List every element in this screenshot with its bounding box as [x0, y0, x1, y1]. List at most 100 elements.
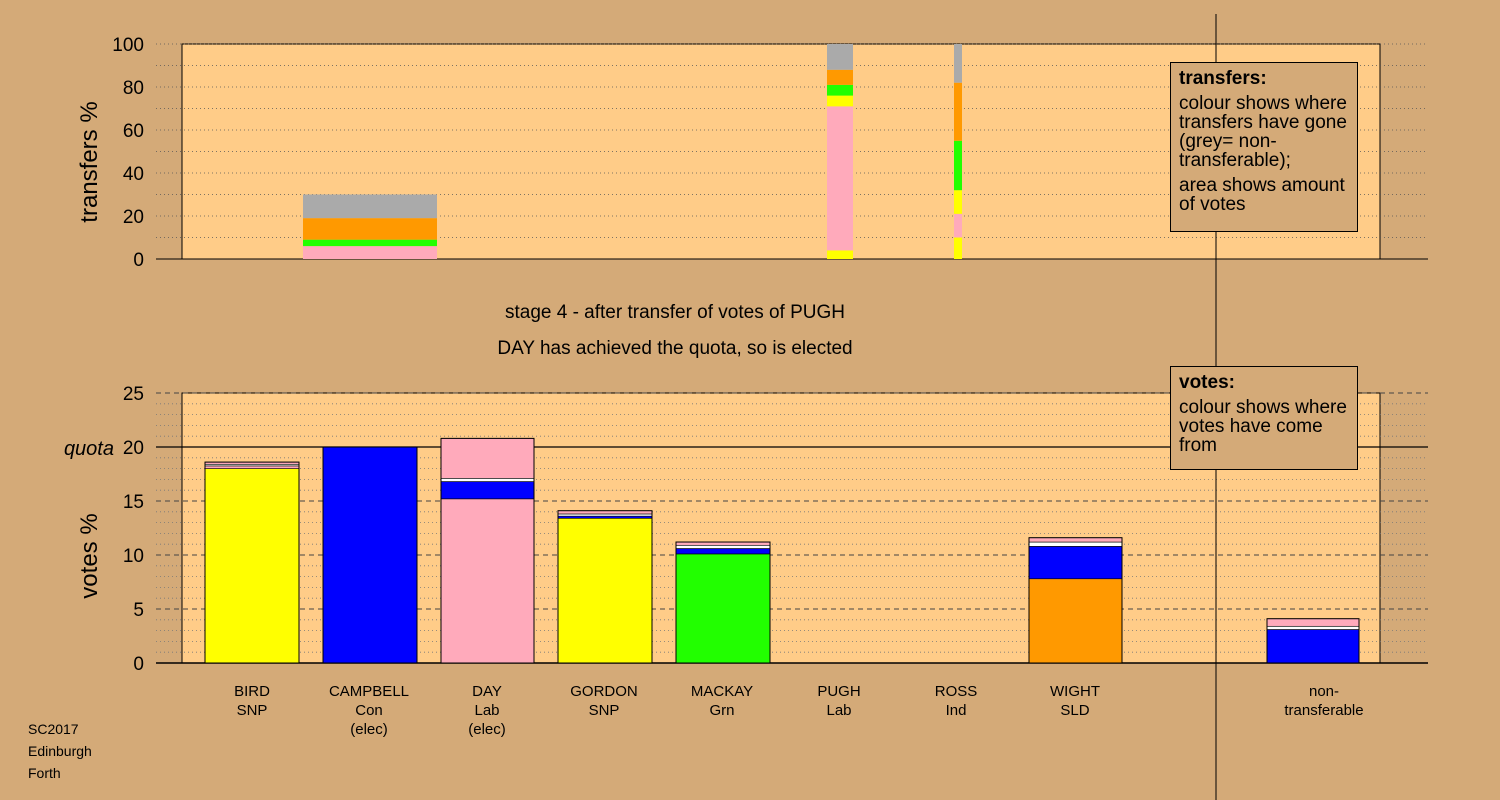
candidate-party: SLD [1060, 702, 1090, 719]
top-y-tick-label: 60 [123, 121, 144, 142]
candidate-party: Lab [826, 702, 852, 719]
candidate-label-bird: BIRD SNP [192, 682, 312, 720]
vote-segment-day [440, 498, 535, 664]
top-y-axis-title: transfers % [76, 101, 103, 223]
transfer-segment-ross [954, 82, 962, 141]
vote-segment-wight [1028, 541, 1123, 547]
transfer-segment-pugh [827, 44, 853, 70]
bottom-y-axis-title: votes % [76, 513, 103, 599]
transfer-segment-ross [954, 44, 962, 83]
vote-segment-bird [204, 465, 300, 469]
candidate-name: CAMPBELL [328, 683, 410, 700]
bottom-y-tick-label: 10 [123, 546, 144, 567]
nontransferable-label-line-1: non- [1308, 683, 1340, 700]
bottom-y-tick-label: 15 [123, 492, 144, 513]
vote-bar-wight [1028, 537, 1123, 664]
candidate-name: BIRD [234, 683, 270, 700]
transfer-segment-campbell [303, 246, 437, 259]
footer-line-2: Edinburgh [28, 743, 92, 759]
vote-segment-day [440, 478, 535, 482]
stage-caption: stage 4 - after transfer of votes of PUG… [504, 302, 846, 323]
bottom-y-tick-label: 0 [133, 654, 144, 675]
transfers-legend-title: transfers: [1179, 68, 1267, 89]
bottom-y-tick-label: 20 [123, 438, 144, 459]
vote-segment-mackay [675, 544, 771, 549]
candidate-name: DAY [472, 683, 502, 700]
transfers-legend: transfers: colour shows where transfers … [1170, 62, 1358, 232]
transfer-segment-pugh [827, 106, 853, 251]
candidate-name: WIGHT [1050, 683, 1100, 700]
votes-legend-title: votes: [1179, 372, 1235, 393]
vote-bar-mackay [675, 541, 771, 664]
vote-segment-gordon [557, 515, 653, 519]
vote-segment-day [440, 481, 535, 500]
vote-segment-wight [1028, 537, 1123, 543]
candidate-label-gordon: GORDON SNP [544, 682, 664, 720]
candidate-label-pugh: PUGH Lab [779, 682, 899, 720]
footer-caption: SC2017 Edinburgh Forth [28, 718, 92, 784]
transfer-segment-pugh [827, 84, 853, 96]
transfers-legend-text-2: area shows amount of votes [1179, 175, 1345, 215]
nontransferable-label-line-2: transferable [1284, 702, 1364, 719]
vote-segment-non-transferable [1266, 618, 1360, 627]
top-y-tick-label: 80 [123, 78, 144, 99]
transfer-segment-ross [954, 237, 962, 259]
transfer-segment-campbell [303, 239, 437, 247]
candidate-status: (elec) [468, 721, 506, 738]
nontransferable-label: non- transferable [1264, 682, 1384, 720]
transfer-segment-pugh [827, 69, 853, 85]
top-y-tick-label: 0 [133, 250, 144, 271]
votes-legend: votes: colour shows where votes have com… [1170, 366, 1358, 470]
transfers-legend-text-1: colour shows where transfers have gone (… [1179, 93, 1347, 171]
candidate-status: (elec) [350, 721, 388, 738]
candidate-label-wight: WIGHT SLD [1015, 682, 1135, 720]
transfer-segment-ross [954, 213, 962, 238]
transfer-segment-ross [954, 190, 962, 214]
transfer-segment-pugh [827, 250, 853, 259]
transfer-segment-campbell [303, 194, 437, 219]
candidate-name: GORDON [570, 683, 638, 700]
top-y-tick-label: 20 [123, 207, 144, 228]
vote-segment-gordon [557, 513, 653, 517]
candidate-name: ROSS [934, 683, 978, 700]
bottom-y-tick-label: 25 [123, 384, 144, 405]
vote-bar-gordon [557, 510, 653, 664]
transfer-segment-pugh [827, 95, 853, 107]
top-y-tick-label: 100 [112, 35, 144, 56]
vote-segment-mackay [675, 548, 771, 555]
vote-segment-mackay [675, 553, 771, 664]
candidate-name: MACKAY [690, 683, 754, 700]
candidate-label-day: DAY Lab (elec) [427, 682, 547, 739]
transfer-segment-campbell [303, 218, 437, 240]
vote-bar-non-transferable [1266, 618, 1360, 664]
vote-bar-bird [204, 461, 300, 664]
footer-line-1: SC2017 [28, 721, 79, 737]
candidate-party: SNP [588, 702, 620, 719]
top-y-tick-label: 40 [123, 164, 144, 185]
vote-segment-campbell [322, 446, 418, 664]
vote-segment-non-transferable [1266, 629, 1360, 664]
vote-segment-day [440, 438, 535, 479]
elected-caption: DAY has achieved the quota, so is electe… [497, 338, 853, 359]
candidate-name: PUGH [817, 683, 861, 700]
vote-segment-gordon [557, 517, 653, 664]
bottom-y-tick-label: 5 [133, 600, 144, 621]
vote-bar-campbell [322, 446, 418, 664]
quota-label: quota [64, 438, 114, 460]
candidate-label-ross: ROSS Ind [896, 682, 1016, 720]
vote-segment-bird [204, 468, 300, 664]
candidate-party: Grn [709, 702, 735, 719]
candidate-label-campbell: CAMPBELL Con (elec) [309, 682, 429, 739]
footer-line-3: Forth [28, 765, 61, 781]
vote-bar-day [440, 437, 535, 664]
candidate-label-mackay: MACKAY Grn [662, 682, 782, 720]
candidate-party: Ind [945, 702, 967, 719]
votes-legend-text: colour shows where votes have come from [1179, 397, 1347, 456]
candidate-party: Lab [474, 702, 500, 719]
vote-segment-wight [1028, 546, 1123, 580]
vote-segment-wight [1028, 578, 1123, 664]
transfer-segment-ross [954, 140, 962, 191]
candidate-party: SNP [236, 702, 268, 719]
candidate-party: Con [355, 702, 383, 719]
